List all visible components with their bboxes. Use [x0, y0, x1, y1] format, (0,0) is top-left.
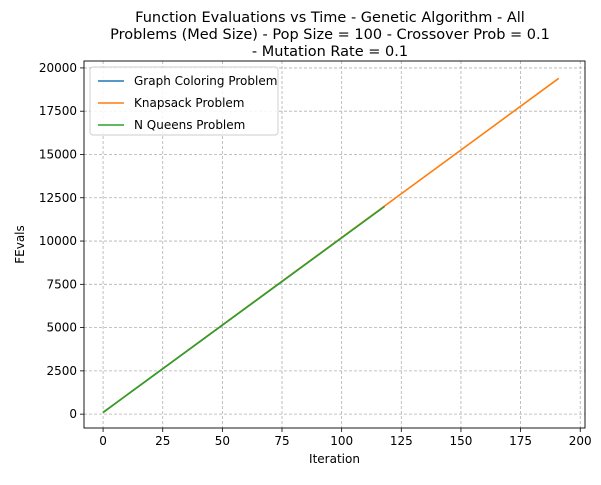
y-tick-label: 20000 — [39, 61, 77, 75]
x-tick-label: 50 — [215, 434, 230, 448]
chart-title-line-3: - Mutation Rate = 0.1 — [252, 44, 408, 60]
x-tick-label: 100 — [330, 434, 353, 448]
x-tick-label: 150 — [449, 434, 472, 448]
legend-label-2: N Queens Problem — [134, 118, 245, 132]
plot-frame — [83, 60, 586, 429]
axis-ticks: 0 25 50 75 100 125 150 175 200 0 2500 5000 7500 10000… — [39, 61, 592, 448]
plot-lines — [102, 77, 560, 414]
y-tick-label: 10000 — [39, 234, 77, 248]
series-line-2 — [102, 205, 386, 414]
y-axis-label: FEvals — [13, 225, 27, 264]
x-tick-label: 125 — [390, 434, 413, 448]
y-tick-label: 2500 — [46, 364, 77, 378]
x-axis-label: Iteration — [309, 452, 360, 466]
grid — [84, 61, 585, 428]
y-tick-label: 0 — [69, 407, 77, 421]
x-tick-label: 200 — [569, 434, 592, 448]
y-tick-label: 15000 — [39, 147, 77, 161]
legend-label-0: Graph Coloring Problem — [134, 74, 277, 88]
y-tick-label: 5000 — [46, 321, 77, 335]
chart-title-line-2: Problems (Med Size) - Pop Size = 100 - C… — [110, 27, 550, 43]
chart-title-line-1: Function Evaluations vs Time - Genetic A… — [135, 10, 525, 26]
x-tick-label: 175 — [509, 434, 532, 448]
legend: Graph Coloring Problem Knapsack Problem N … — [89, 66, 279, 136]
x-tick-label: 25 — [155, 434, 170, 448]
x-tick-label: 0 — [99, 434, 107, 448]
y-tick-label: 17500 — [39, 104, 77, 118]
legend-label-1: Knapsack Problem — [134, 96, 244, 110]
x-tick-label: 75 — [274, 434, 289, 448]
chart-title: Function Evaluations vs Time - Genetic A… — [110, 10, 550, 60]
y-tick-label: 12500 — [39, 191, 77, 205]
legend-box — [89, 66, 279, 136]
y-tick-label: 7500 — [46, 277, 77, 291]
